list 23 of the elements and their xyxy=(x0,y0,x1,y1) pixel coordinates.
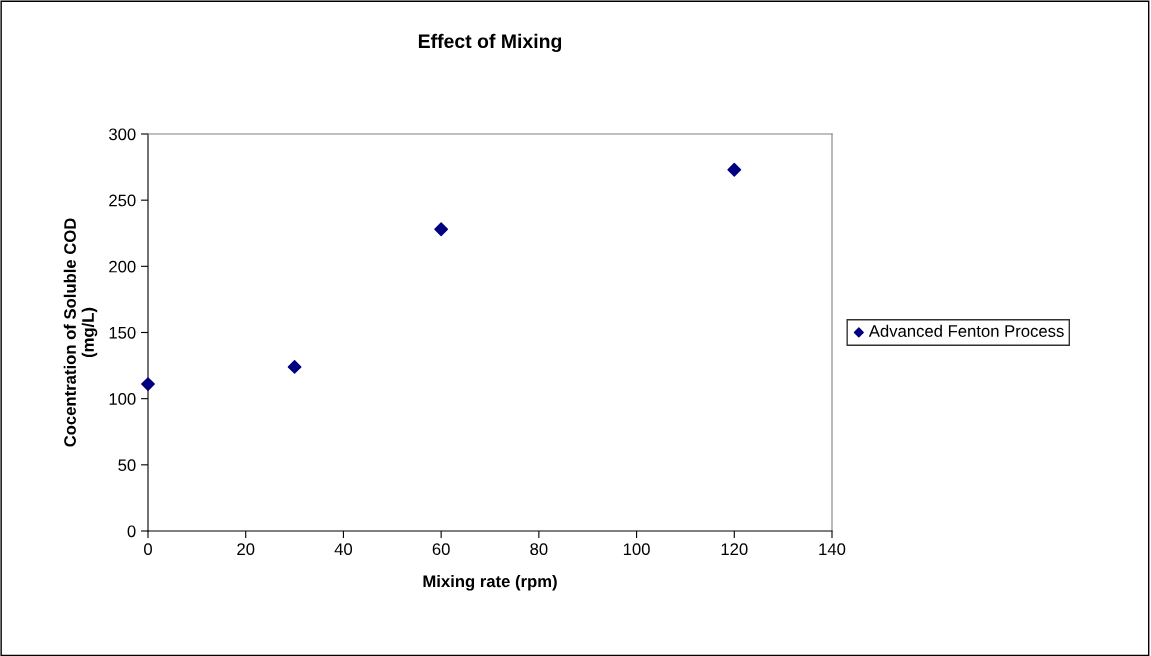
x-tick-label: 60 xyxy=(432,543,450,556)
x-tick-label: 0 xyxy=(144,543,152,556)
x-tick-label: 120 xyxy=(721,543,748,556)
x-tick-label: 80 xyxy=(530,543,548,556)
x-tick-label: 20 xyxy=(237,543,255,556)
y-tick-label: 50 xyxy=(118,459,136,472)
point xyxy=(434,222,449,237)
y-tick-label: 100 xyxy=(109,393,136,405)
y-tick-label: 200 xyxy=(109,260,136,273)
y-tick-label: 250 xyxy=(109,194,136,207)
point xyxy=(287,360,302,374)
x-tick-label: 100 xyxy=(623,543,650,556)
legend-label: Advanced Fenton Process xyxy=(868,324,1064,337)
point xyxy=(141,377,155,392)
x-axis-title: Mixing rate (rpm) xyxy=(423,575,557,591)
x-tick-label: 40 xyxy=(334,543,353,556)
y-tick-label: 300 xyxy=(109,128,136,141)
point xyxy=(727,162,742,177)
y-tick-label: 0 xyxy=(127,525,136,538)
y-tick-label: 150 xyxy=(109,326,136,339)
chart-title: Effect of Mixing xyxy=(418,33,562,53)
y-axis-title: Cocentration of Soluble COD (mg/L) xyxy=(63,218,98,447)
x-tick-label: 140 xyxy=(819,543,846,556)
